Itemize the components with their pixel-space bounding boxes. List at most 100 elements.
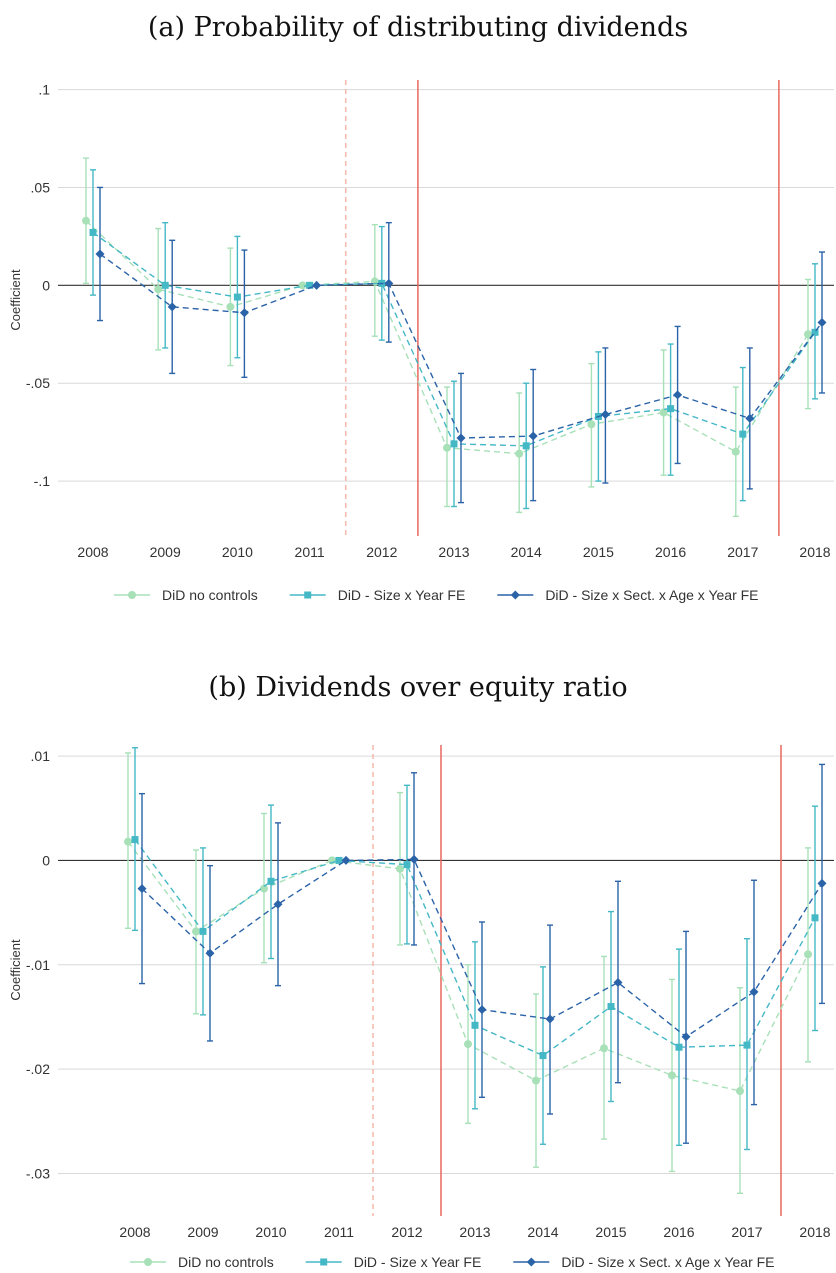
x-tick-label: 2011 xyxy=(295,544,325,560)
x-tick-label: 2012 xyxy=(391,1224,422,1240)
data-point xyxy=(545,1014,555,1024)
legend-label: DiD - Size x Year FE xyxy=(354,1254,482,1270)
data-point xyxy=(396,864,404,873)
data-point xyxy=(443,443,451,452)
chart-a: .1 .05 0 -.05 -.1 Coefficient 2008 2009 2010 2011… xyxy=(8,80,834,603)
legend-marker xyxy=(526,1257,536,1267)
data-point xyxy=(817,878,827,888)
x-tick-label: 2013 xyxy=(459,1224,490,1240)
data-point xyxy=(273,899,283,909)
data-point xyxy=(515,449,524,458)
data-point xyxy=(409,854,419,864)
data-point xyxy=(817,318,827,328)
data-point xyxy=(745,413,755,423)
y-tick-label: .01 xyxy=(31,748,51,764)
data-point xyxy=(335,856,343,864)
data-point xyxy=(267,877,275,885)
legend-label: DiD - Size x Year FE xyxy=(338,587,466,603)
x-tick-label: 2008 xyxy=(119,1224,150,1240)
legend-marker xyxy=(128,591,136,599)
data-point xyxy=(306,281,314,289)
legend-marker xyxy=(144,1258,152,1266)
x-tick-label: 2010 xyxy=(222,544,253,560)
x-tick-label: 2009 xyxy=(187,1224,218,1240)
x-tick-label: 2013 xyxy=(438,544,469,560)
data-point xyxy=(613,978,623,988)
y-tick-label: 0 xyxy=(42,277,50,293)
data-point xyxy=(131,836,139,844)
data-point xyxy=(161,281,169,289)
data-point xyxy=(450,440,458,448)
data-point xyxy=(743,1041,751,1049)
data-point xyxy=(600,410,610,420)
y-tick-label: -.1 xyxy=(34,473,51,489)
x-tick-label: 2018 xyxy=(799,1224,830,1240)
legend-label: DiD no controls xyxy=(178,1254,274,1270)
x-tick-label: 2016 xyxy=(655,544,686,560)
data-point xyxy=(192,927,200,936)
x-tick-label: 2015 xyxy=(595,1224,626,1240)
x-tick-label: 2014 xyxy=(527,1224,558,1240)
data-point xyxy=(804,330,812,339)
data-point xyxy=(89,228,97,236)
y-tick-label: .05 xyxy=(31,179,51,195)
data-point xyxy=(673,390,683,400)
data-point xyxy=(226,302,235,311)
data-point xyxy=(233,293,241,301)
x-tick-label: 2018 xyxy=(799,544,830,560)
x-tick-label: 2014 xyxy=(511,544,542,560)
x-tick-label: 2016 xyxy=(663,1224,694,1240)
legend-label: DiD - Size x Sect. x Age x Year FE xyxy=(561,1254,774,1270)
data-point xyxy=(667,405,675,413)
chart-title: (b) Dividends over equity ratio xyxy=(208,672,628,703)
data-point xyxy=(239,308,249,318)
data-point xyxy=(95,249,105,259)
data-point xyxy=(82,216,90,225)
data-point xyxy=(528,431,538,441)
data-point xyxy=(341,855,351,865)
data-point xyxy=(681,1032,691,1042)
data-point xyxy=(137,884,147,894)
data-point xyxy=(532,1076,540,1085)
legend-marker xyxy=(320,1258,328,1266)
data-point xyxy=(260,884,268,893)
data-point xyxy=(456,433,466,443)
data-point xyxy=(587,420,596,429)
x-tick-label: 2017 xyxy=(727,544,758,560)
y-tick-label: 0 xyxy=(42,852,50,868)
panel-b: (b) Dividends over equity ratio .01 0 -.01… xyxy=(0,660,836,1273)
data-point xyxy=(749,987,759,997)
y-tick-label: .1 xyxy=(38,82,50,98)
y-tick-label: -.02 xyxy=(26,1061,50,1077)
data-point xyxy=(811,914,819,922)
x-tick-label: 2009 xyxy=(150,544,181,560)
data-point xyxy=(199,927,207,935)
y-tick-label: -.01 xyxy=(26,957,50,973)
data-point xyxy=(205,948,215,958)
y-tick-label: -.03 xyxy=(26,1165,50,1181)
x-tick-label: 2010 xyxy=(255,1224,286,1240)
data-point xyxy=(736,1087,744,1096)
data-point xyxy=(659,408,668,417)
chart-title: (a) Probability of distributing dividend… xyxy=(147,12,689,43)
y-axis-label: Coefficient xyxy=(8,269,23,331)
data-point xyxy=(675,1043,683,1051)
data-point xyxy=(167,302,177,312)
legend-label: DiD no controls xyxy=(162,587,258,603)
chart-b: .01 0 -.01 -.02 -.03 Coefficient 2008 2009 2010 2… xyxy=(8,745,834,1270)
legend-marker xyxy=(304,591,312,599)
data-point xyxy=(403,861,411,869)
legend-label: DiD - Size x Sect. x Age x Year FE xyxy=(545,587,758,603)
data-point xyxy=(600,1044,608,1053)
panel-a: (a) Probability of distributing dividend… xyxy=(8,12,834,603)
data-point xyxy=(477,1005,487,1015)
data-point xyxy=(731,447,740,456)
data-point xyxy=(124,837,132,846)
data-point xyxy=(471,1021,479,1029)
data-point xyxy=(607,1003,615,1011)
data-point xyxy=(464,1040,472,1049)
data-point xyxy=(522,442,530,450)
x-tick-label: 2017 xyxy=(731,1224,762,1240)
data-point xyxy=(804,950,812,959)
data-point xyxy=(312,280,322,290)
